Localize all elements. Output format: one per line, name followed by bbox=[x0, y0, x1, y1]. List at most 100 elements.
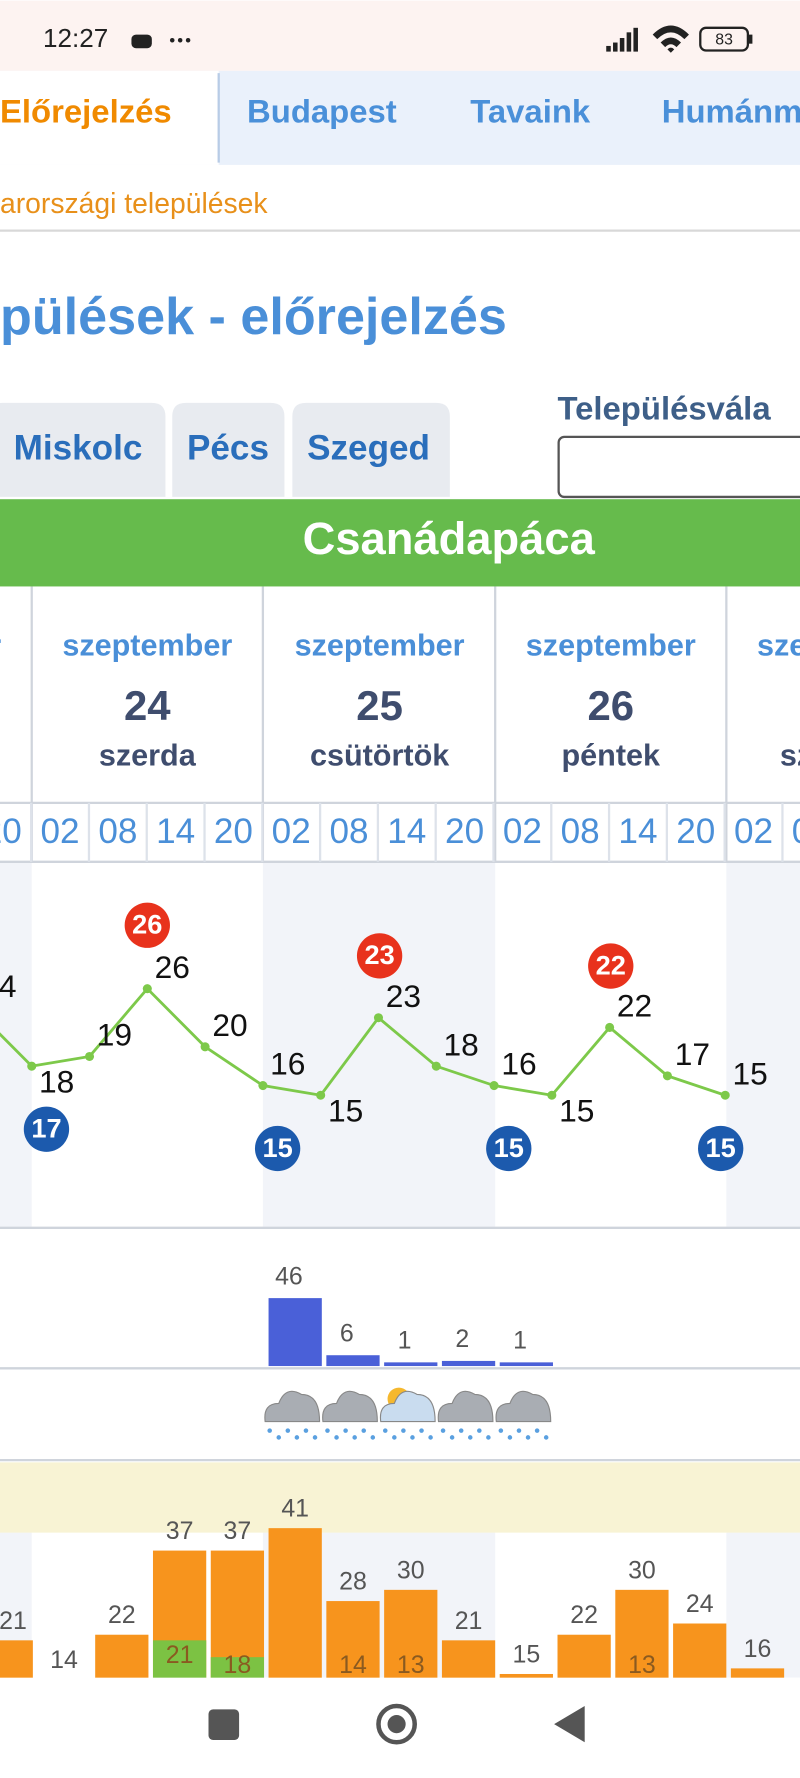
precipitation-label: 46 bbox=[275, 1262, 303, 1290]
hour-label: 20 bbox=[445, 812, 484, 851]
rain-drop bbox=[440, 1428, 446, 1433]
weather-icon bbox=[495, 1390, 552, 1440]
precipitation-bar bbox=[384, 1362, 438, 1367]
cloud bbox=[437, 1390, 494, 1423]
min-badge bbox=[698, 1125, 744, 1172]
nav-home-dot bbox=[387, 1715, 406, 1734]
nav-home[interactable] bbox=[376, 1703, 417, 1745]
nav-tab[interactable]: Előrejelzés bbox=[0, 93, 172, 130]
forecast-grid: szeptember szeptember 24 szerda szeptember 25… bbox=[0, 586, 800, 1759]
index-label: 30 bbox=[397, 1556, 425, 1584]
temperature-label: 15 bbox=[733, 1055, 768, 1091]
index-label: 30 bbox=[628, 1556, 656, 1584]
rain-drop bbox=[276, 1435, 282, 1440]
temperature-label: 16 bbox=[270, 1046, 305, 1082]
rain-drop bbox=[486, 1435, 491, 1440]
city-tab[interactable]: Pécs bbox=[187, 429, 269, 468]
precipitation-bar bbox=[441, 1360, 496, 1367]
precipitation-label: 2 bbox=[455, 1325, 469, 1353]
cloud bbox=[495, 1390, 552, 1423]
city-tab-bg[interactable] bbox=[0, 402, 166, 497]
rain-drop bbox=[401, 1428, 406, 1433]
min-label: 17 bbox=[31, 1113, 61, 1144]
temperature-label: 24 bbox=[0, 968, 17, 1004]
column-shade bbox=[0, 861, 32, 1227]
city-tab[interactable]: Miskolc bbox=[14, 429, 143, 468]
nav-tab[interactable]: Humánm bbox=[662, 93, 800, 130]
location-title: Csanádapáca bbox=[303, 513, 596, 564]
rain-drop bbox=[267, 1428, 272, 1433]
column-shade bbox=[726, 1532, 800, 1678]
precipitation-bar bbox=[268, 1298, 322, 1367]
rain-drop bbox=[352, 1435, 357, 1440]
temperature-point bbox=[200, 1042, 210, 1052]
nav-tab[interactable]: Budapest bbox=[247, 93, 397, 130]
index-inner-label: 13 bbox=[397, 1651, 425, 1679]
hour-label: 02 bbox=[272, 812, 311, 851]
city-select-input[interactable] bbox=[557, 435, 800, 499]
temperature-label: 18 bbox=[444, 1026, 479, 1062]
city-select-label: Településvála bbox=[558, 390, 772, 427]
rain-drop bbox=[543, 1435, 549, 1440]
index-label: 14 bbox=[50, 1646, 78, 1674]
max-badge bbox=[356, 933, 403, 979]
min-label: 15 bbox=[262, 1132, 292, 1163]
rain-drop bbox=[370, 1435, 376, 1440]
temperature-label: 22 bbox=[617, 988, 652, 1024]
day-weekday: szerda bbox=[99, 739, 197, 773]
min-badge bbox=[23, 1106, 70, 1152]
precipitation-bar bbox=[499, 1362, 553, 1367]
nav-recents[interactable] bbox=[208, 1709, 240, 1740]
day-month: szeptember bbox=[757, 629, 800, 663]
city-tab-bg[interactable] bbox=[172, 402, 285, 497]
nav-back[interactable] bbox=[554, 1705, 585, 1743]
rain-drop bbox=[467, 1435, 473, 1440]
temperature-point bbox=[142, 984, 152, 994]
hour-label: 14 bbox=[156, 812, 195, 851]
min-label: 15 bbox=[494, 1132, 524, 1163]
index-label: 41 bbox=[281, 1495, 309, 1523]
cloud bbox=[322, 1390, 378, 1423]
rain-drop bbox=[449, 1435, 455, 1440]
hour-label: 08 bbox=[792, 812, 800, 851]
rain-drop bbox=[383, 1428, 388, 1433]
hour-label: 20 bbox=[214, 812, 253, 851]
breadcrumb[interactable]: arországi települések bbox=[0, 188, 268, 220]
temperature-label: 18 bbox=[39, 1064, 74, 1100]
temperature-point bbox=[27, 1061, 37, 1071]
min-badge bbox=[254, 1125, 301, 1172]
index-label: 24 bbox=[686, 1590, 714, 1618]
rain-drop bbox=[285, 1428, 291, 1433]
temperature-point bbox=[662, 1071, 672, 1081]
min-badge bbox=[486, 1125, 532, 1172]
rain-drop bbox=[428, 1435, 433, 1440]
index-label: 22 bbox=[570, 1601, 598, 1629]
hour-label: 02 bbox=[503, 812, 542, 851]
rain-drop bbox=[392, 1435, 397, 1440]
rain-drop bbox=[334, 1435, 339, 1440]
hour-label: 20 bbox=[676, 812, 715, 851]
hour-label: 20 bbox=[0, 812, 22, 851]
day-number: 24 bbox=[124, 682, 171, 729]
hour-label: 08 bbox=[98, 812, 137, 851]
index-label: 22 bbox=[108, 1601, 136, 1629]
rain-drop bbox=[507, 1435, 513, 1440]
rain-drop bbox=[419, 1428, 424, 1433]
column-shade bbox=[726, 861, 800, 1227]
temperature-label: 16 bbox=[501, 1046, 536, 1082]
city-tab[interactable]: Szeged bbox=[307, 429, 430, 468]
temperature-point bbox=[720, 1090, 730, 1100]
temperature-label: 17 bbox=[675, 1036, 710, 1072]
weather-icon bbox=[322, 1390, 378, 1440]
status-bar bbox=[0, 0, 800, 71]
hour-label: 02 bbox=[41, 812, 80, 851]
city-tab-bg[interactable] bbox=[292, 402, 450, 497]
max-label: 23 bbox=[364, 939, 394, 970]
temperature-point bbox=[431, 1061, 441, 1071]
rain-drop bbox=[516, 1428, 522, 1433]
index-inner-label: 21 bbox=[166, 1641, 194, 1669]
index-label: 16 bbox=[744, 1635, 772, 1663]
nav-tab[interactable]: Tavaink bbox=[470, 93, 591, 130]
